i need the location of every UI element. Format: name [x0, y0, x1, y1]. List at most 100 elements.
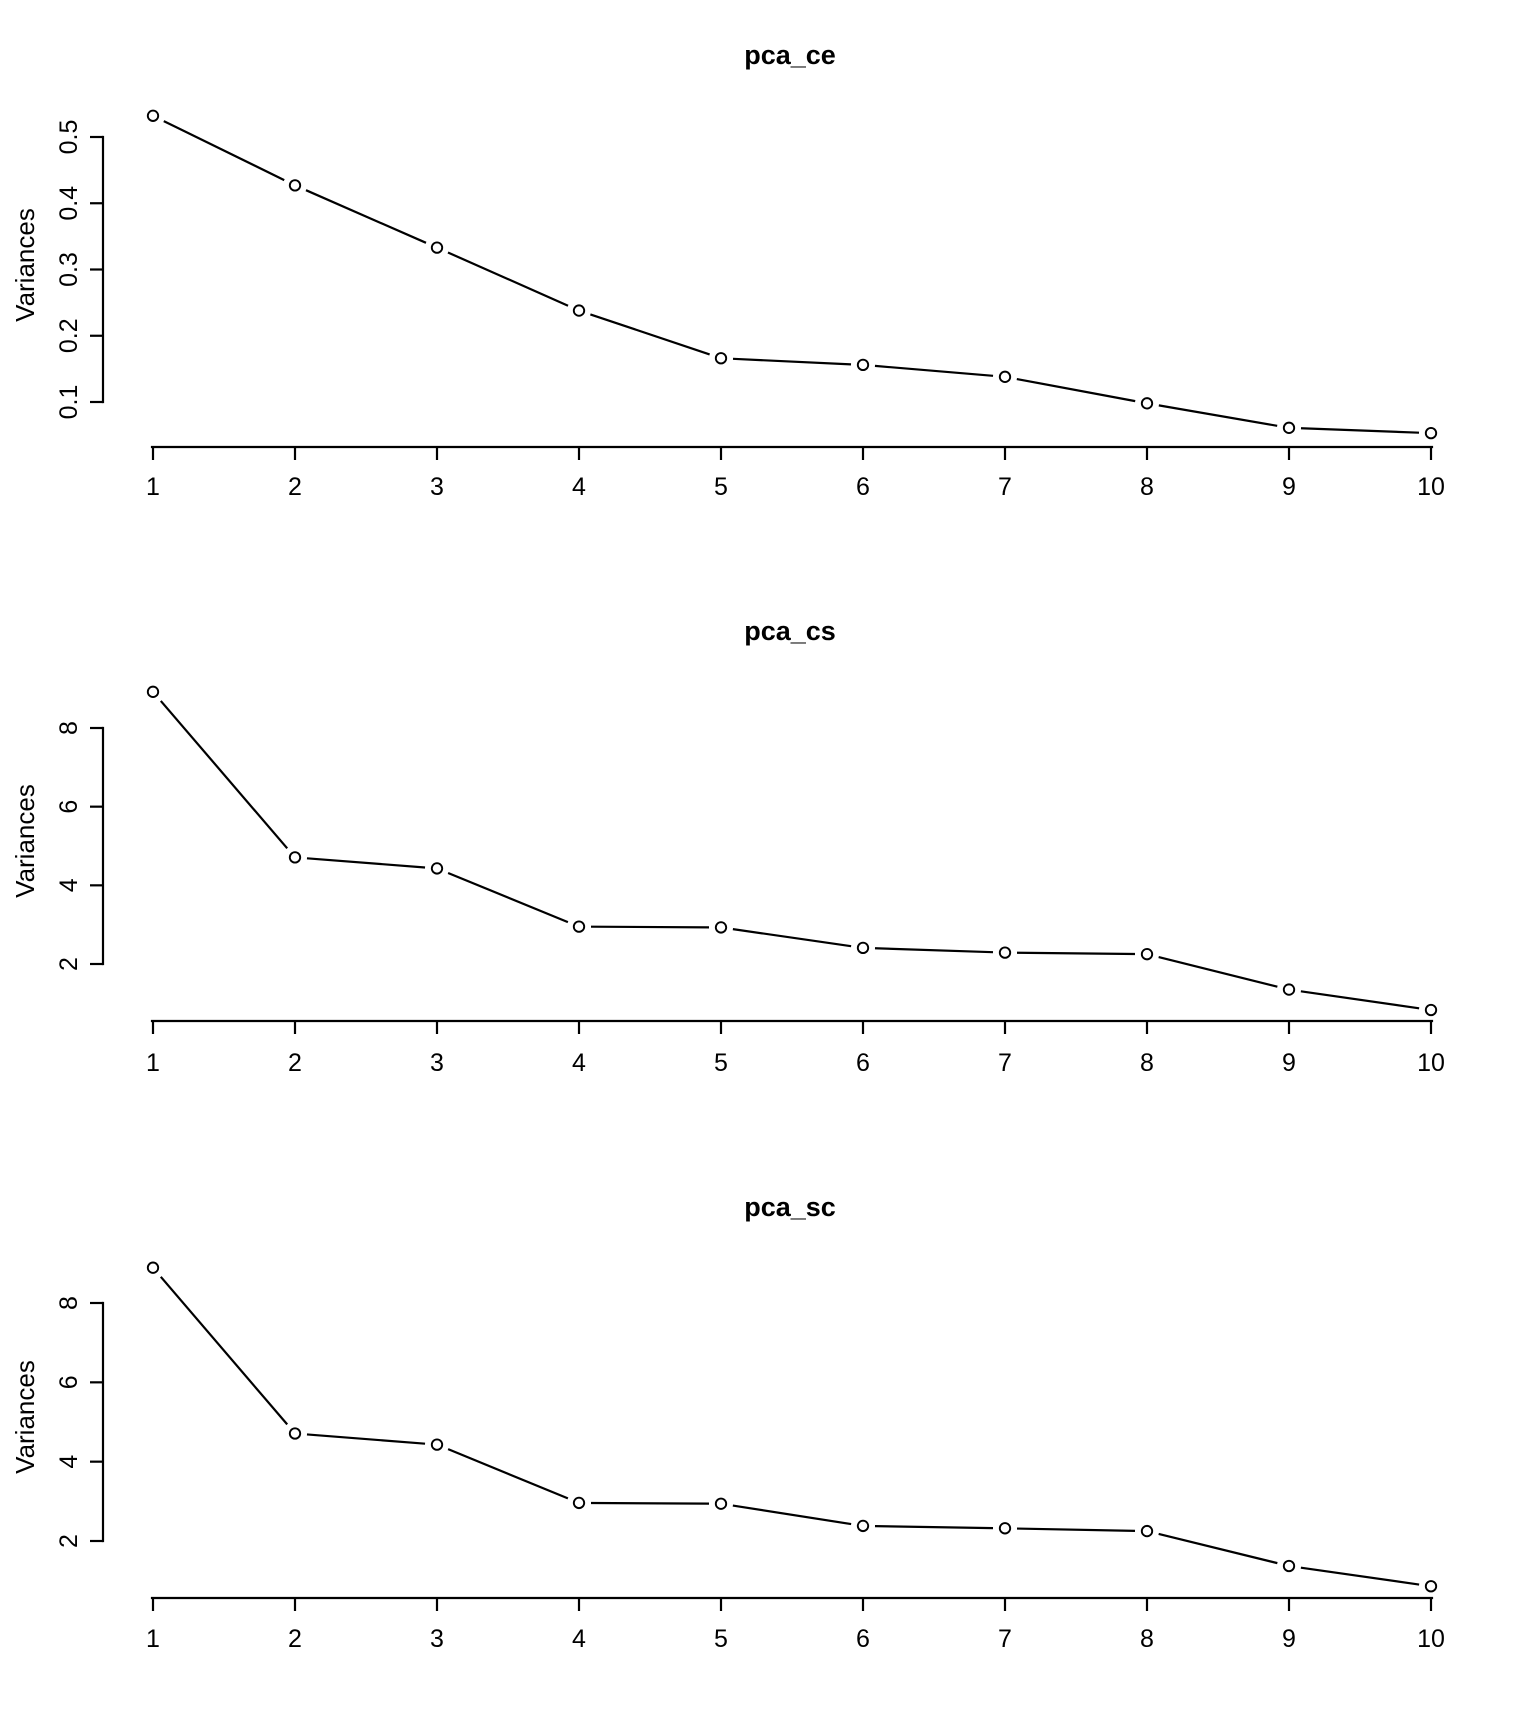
x-tick-label: 10	[1417, 473, 1445, 501]
series-segment	[306, 857, 426, 869]
x-tick-label: 2	[288, 1049, 302, 1077]
series-segment	[1016, 951, 1136, 956]
series-segment	[306, 1433, 426, 1445]
series-segment	[159, 1276, 289, 1426]
y-tick-label: 0.3	[55, 252, 83, 287]
x-tick-label: 5	[714, 1049, 728, 1077]
x-tick-label: 6	[856, 1625, 870, 1653]
series-segment	[1300, 1566, 1420, 1586]
series-segment	[1158, 956, 1278, 988]
data-point	[998, 1522, 1012, 1535]
scree-plot-pca_sc: pca_sc Variances 2 4 6 8 1 2 3 4 5 6 7 8 9 10	[10, 1192, 1445, 1653]
x-tick-label: 1	[146, 1049, 160, 1077]
y-tick-label: 6	[55, 1375, 83, 1389]
series-segment	[590, 1501, 710, 1505]
data-point	[572, 1496, 586, 1510]
x-tick-label: 5	[714, 1625, 728, 1653]
y-tick-label: 0.1	[55, 385, 83, 420]
series-segment	[1300, 427, 1420, 434]
series-segment	[1158, 1532, 1278, 1565]
x-tick-label: 6	[856, 473, 870, 501]
x-tick-label: 3	[430, 1625, 444, 1653]
plot-title: pca_cs	[744, 616, 836, 646]
y-tick-label: 0.5	[55, 120, 83, 155]
series-segment	[447, 251, 569, 307]
data-point	[1424, 1003, 1438, 1017]
series-segment	[590, 313, 710, 356]
x-tick-label: 4	[572, 473, 586, 501]
data-point	[1424, 426, 1438, 440]
y-axis-title: Variances	[10, 784, 40, 898]
y-tick-label: 8	[55, 1296, 83, 1310]
data-point	[146, 1261, 160, 1274]
scree-plot-pca_cs: pca_cs Variances 2 4 6 8 1 2 3 4 5 6 7 8 9 10	[10, 616, 1445, 1077]
y-axis-title: Variances	[10, 1360, 40, 1474]
data-point	[856, 358, 870, 372]
plot-title: pca_sc	[744, 1192, 836, 1222]
series-segment	[447, 1448, 569, 1500]
data-point	[288, 179, 302, 192]
x-tick-label: 8	[1140, 1049, 1154, 1077]
series-segment	[1300, 990, 1420, 1010]
series-segment	[305, 189, 427, 244]
series-segment	[1158, 404, 1278, 427]
x-tick-label: 3	[430, 1049, 444, 1077]
x-tick-label: 10	[1417, 1625, 1445, 1653]
data-point	[288, 1427, 302, 1440]
series-segment	[732, 1504, 852, 1526]
data-point	[288, 851, 302, 864]
y-tick-label: 0.4	[55, 186, 83, 221]
y-tick-label: 4	[55, 1455, 83, 1469]
x-tick-label: 5	[714, 473, 728, 501]
data-point	[856, 941, 870, 955]
x-tick-label: 2	[288, 1625, 302, 1653]
x-tick-label: 9	[1282, 1049, 1296, 1077]
series-segment	[447, 871, 569, 924]
data-point	[1140, 397, 1154, 410]
y-tick-label: 2	[55, 1534, 83, 1548]
series-segment	[874, 364, 994, 377]
data-point	[572, 304, 586, 317]
y-tick-label: 0.2	[55, 318, 83, 353]
data-point	[1424, 1580, 1438, 1593]
x-tick-label: 4	[572, 1625, 586, 1653]
x-tick-label: 7	[998, 1049, 1012, 1077]
data-point	[146, 685, 160, 698]
data-point	[1282, 421, 1296, 434]
series-segment	[732, 357, 852, 366]
y-axis-title: Variances	[10, 208, 40, 322]
data-point	[1282, 983, 1296, 996]
y-tick-label: 6	[55, 800, 83, 814]
series-segment	[159, 700, 289, 850]
x-tick-label: 6	[856, 1049, 870, 1077]
data-point	[572, 920, 586, 933]
x-tick-label: 3	[430, 473, 444, 501]
x-tick-label: 9	[1282, 1625, 1296, 1653]
x-tick-label: 1	[146, 473, 160, 501]
series-segment	[163, 120, 285, 182]
x-tick-label: 8	[1140, 1625, 1154, 1653]
x-tick-label: 2	[288, 473, 302, 501]
scree-plot-pca_ce: pca_ce Variances 0.1 0.2 0.3 0.4 0.5 1 2 3 4 5 6 7 8 9 1…	[10, 40, 1445, 501]
data-point	[430, 862, 444, 875]
data-point	[430, 1438, 444, 1451]
x-tick-label: 8	[1140, 473, 1154, 501]
x-tick-label: 9	[1282, 473, 1296, 501]
data-point	[146, 109, 160, 122]
series-segment	[1016, 377, 1136, 403]
series-segment	[732, 928, 852, 948]
data-point	[714, 921, 728, 934]
data-point	[1282, 1559, 1296, 1573]
x-tick-label: 10	[1417, 1049, 1445, 1077]
plot-title: pca_ce	[744, 40, 836, 70]
y-tick-label: 2	[55, 957, 83, 971]
series-segment	[874, 1525, 994, 1530]
data-point	[998, 946, 1012, 959]
data-point	[856, 1519, 870, 1533]
x-tick-label: 7	[998, 473, 1012, 501]
x-tick-label: 7	[998, 1625, 1012, 1653]
x-tick-label: 4	[572, 1049, 586, 1077]
y-tick-label: 4	[55, 878, 83, 892]
data-point	[998, 370, 1012, 383]
